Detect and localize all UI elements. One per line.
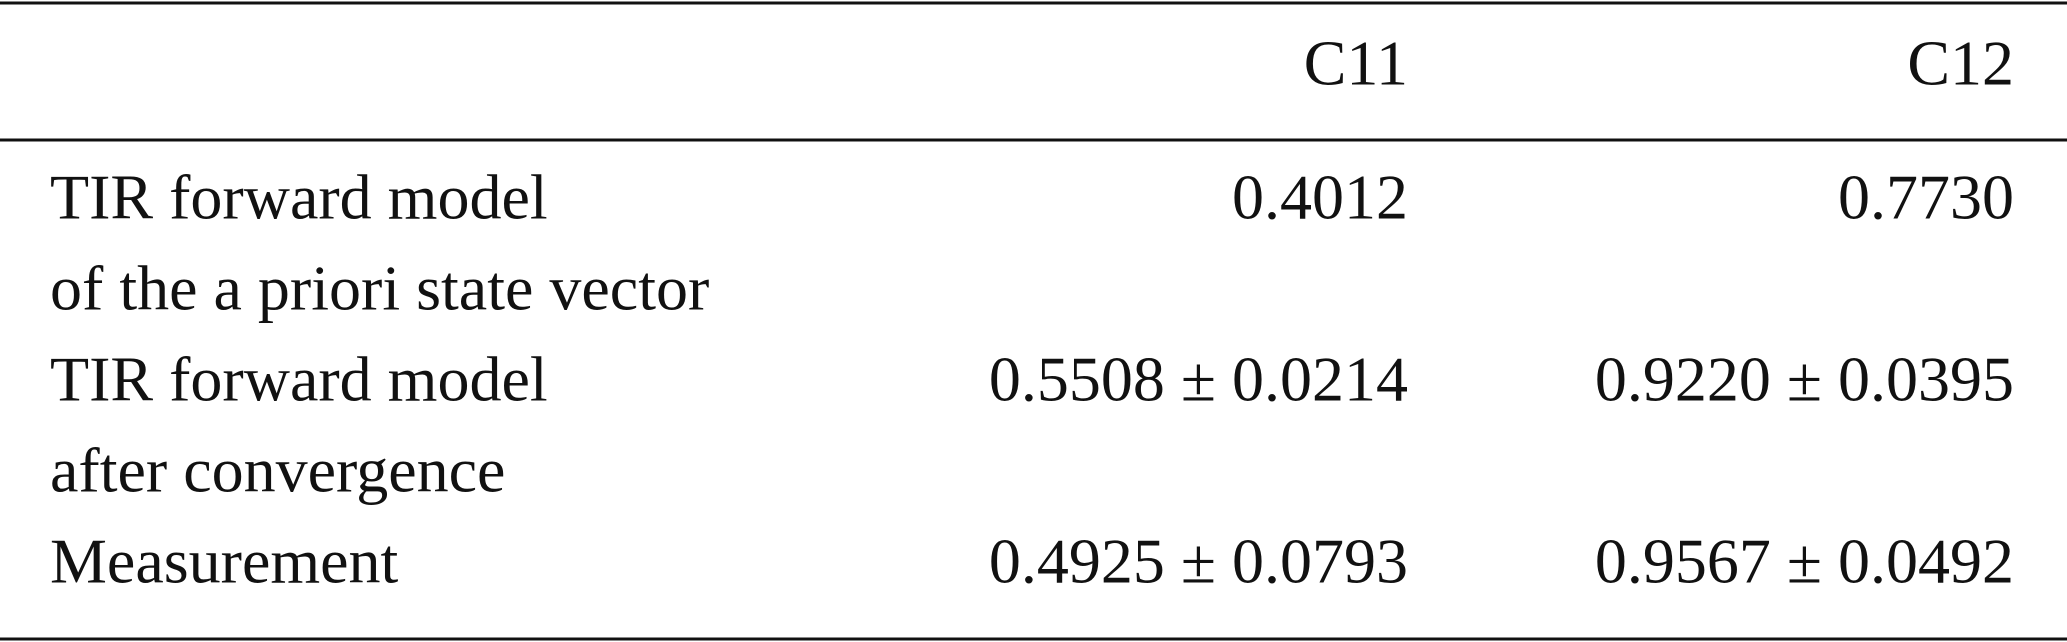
cell: 0.9567 ± 0.0492	[1595, 526, 2014, 597]
row-label: of the a priori state vector	[50, 253, 709, 324]
column-header: C11	[1304, 28, 1408, 99]
row-label: after convergence	[50, 435, 505, 506]
cell: 0.5508 ± 0.0214	[989, 344, 1408, 415]
cell: 0.4012	[1232, 162, 1408, 233]
row-label: TIR forward model	[50, 344, 548, 415]
cell: 0.9220 ± 0.0395	[1595, 344, 2014, 415]
row-label: TIR forward model	[50, 162, 548, 233]
column-header: C12	[1907, 28, 2014, 99]
cell: 0.7730	[1838, 162, 2014, 233]
cell: 0.4925 ± 0.0793	[989, 526, 1408, 597]
row-label: Measurement	[50, 526, 399, 597]
